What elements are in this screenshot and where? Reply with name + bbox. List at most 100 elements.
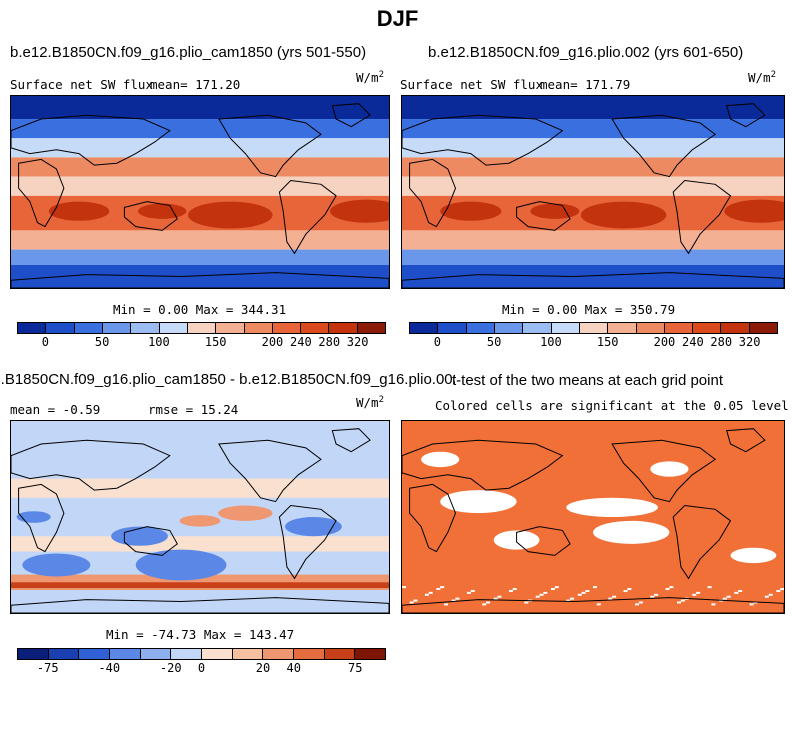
non-significant-cell [726,595,731,598]
non-significant-cell [409,601,414,604]
coastline [123,526,178,556]
non-significant-cell [581,591,586,594]
non-significant-cell [749,603,754,606]
panel3-rmse: rmse = 15.24 [148,402,239,417]
non-significant-cell [554,586,559,589]
colorbar-tick-label: 50 [486,335,502,349]
colorbar-swatch [551,323,580,333]
non-significant-cell [444,603,449,606]
panel2-map-svg [402,96,784,288]
non-significant-cell [424,593,429,596]
field-minimum [22,553,91,577]
colorbar-swatch [579,323,609,333]
colorbar-tick-label: 40 [286,661,301,675]
panel2-title: b.e12.B1850CN.f09_g16.plio.002 (yrs 601-… [428,44,744,61]
colorbar-tick-label: 0 [197,661,206,675]
field-band [11,582,389,589]
non-significant-cell [508,589,513,592]
colorbar-tick-label: -75 [36,661,59,675]
colorbar-swatch [131,323,160,333]
field-band [11,230,389,250]
figure-title: DJF [376,6,419,31]
colorbar-tick-label: 320 [738,335,761,349]
non-significant-cell [440,586,445,589]
non-significant-cell [466,591,471,594]
colorbar-swatch [466,323,495,333]
non-significant-cell [577,593,582,596]
coastline [516,201,571,231]
non-significant-cell [665,588,670,591]
field-minimum [135,549,227,581]
non-significant-cell [550,588,555,591]
panel2-minmax: Min = 0.00 Max = 350.79 [502,302,676,317]
field-band [402,138,784,158]
non-significant-cell [570,597,575,600]
field-band [11,184,389,192]
panel2-mean: mean= 171.79 [540,77,631,92]
colorbar-swatch [608,323,637,333]
panel4-map [401,420,785,614]
non-significant-cell [780,588,784,591]
non-significant-cell [428,591,433,594]
non-significant-cell [451,599,456,602]
field-band [11,264,389,288]
non-significant-cell [753,601,758,604]
field-band [11,478,389,498]
coastline [409,483,457,553]
panel1-title: b.e12.B1850CN.f09_g16.plio_cam1850 (yrs … [10,44,367,61]
non-significant-cell [543,591,548,594]
non-significant-cell [776,589,781,592]
coastline [402,597,784,613]
coastline [331,103,371,128]
field-maximum [179,515,221,527]
panel2-colorbar-ticks: 0 50 100 150 200 240 280 320 [409,335,778,351]
field-maximum [330,199,389,223]
colorbar-swatch [272,323,302,333]
panel2-map [401,95,785,289]
panel4-subtitle: Colored cells are significant at the 0.0… [435,398,789,413]
non-significant-cell [436,588,441,591]
colorbar-tick-label: 320 [346,335,369,349]
non-significant-region [440,490,517,514]
panel2-colorbar [409,322,778,334]
field-band [402,119,784,139]
non-significant-region [421,451,460,468]
coastline [11,439,171,491]
colorbar-swatch [140,649,172,659]
panel3-colorbar [17,648,386,660]
coastline [409,158,457,228]
non-significant-cell [566,599,571,602]
panel1-minmax: Min = 0.00 Max = 344.31 [113,302,287,317]
field-maximum [48,201,110,221]
field-band [402,230,784,250]
colorbar-swatch [232,649,264,659]
colorbar-tick-label: 150 [204,335,227,349]
colorbar-swatch [438,323,467,333]
field-band [11,119,389,139]
non-significant-cell [596,603,601,606]
non-significant-cell [768,593,773,596]
panel2-units: W/m2 [748,70,776,86]
non-significant-region [593,520,670,544]
field-band [11,138,389,158]
colorbar-swatch [301,323,330,333]
non-significant-cell [696,591,701,594]
field-maximum [530,203,580,219]
field-band [402,264,784,288]
coastline [218,114,322,178]
significant-cells [402,421,784,613]
colorbar-swatch [18,323,47,333]
colorbar-swatch [159,323,188,333]
colorbar-swatch [263,649,295,659]
non-significant-cell [738,589,743,592]
panel3-units: W/m2 [356,395,384,411]
non-significant-cell [638,601,643,604]
colorbar-tick-label: -20 [159,661,182,675]
colorbar-swatch [102,323,132,333]
colorbar-swatch [18,649,49,659]
non-significant-cell [680,599,685,602]
coastline [123,201,178,231]
panel1-map [10,95,390,289]
non-significant-cell [734,591,739,594]
non-significant-cell [669,586,674,589]
